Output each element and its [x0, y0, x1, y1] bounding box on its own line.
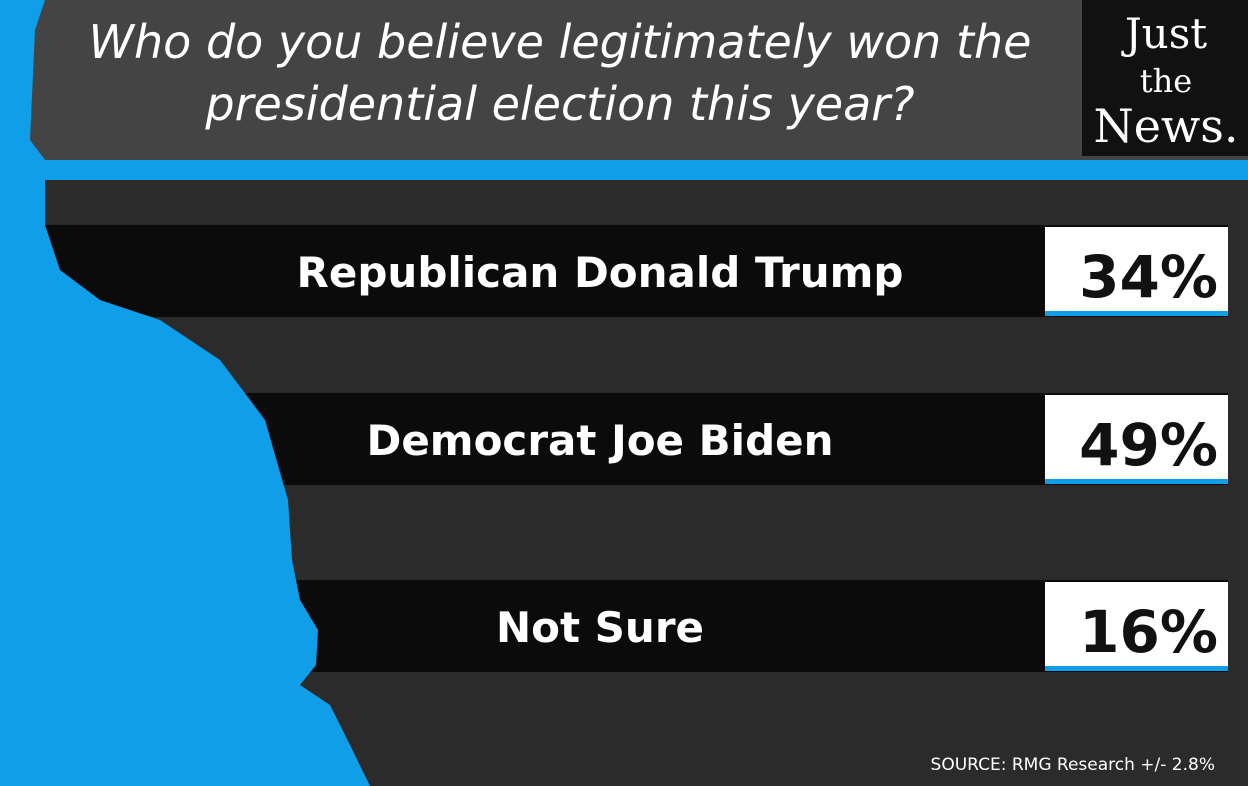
header-band: [0, 0, 1248, 160]
row-label: Not Sure: [496, 603, 704, 652]
row-value: 49%: [1079, 411, 1218, 479]
rows: Republican Donald Trump 34% Democrat Joe B…: [45, 225, 1228, 672]
value-box: [1045, 395, 1228, 483]
row-bar: [45, 225, 1228, 317]
logo-line: the: [1140, 62, 1192, 100]
logo-line: Just: [1121, 9, 1207, 58]
logo-box: [1082, 0, 1248, 156]
blue-strip: [0, 160, 1248, 180]
value-underline: [1045, 479, 1228, 484]
title-line: presidential election this year?: [204, 77, 914, 131]
row-value: 34%: [1079, 243, 1218, 311]
row-label: Democrat Joe Biden: [366, 416, 833, 465]
title: Who do you believe legitimately won the p…: [89, 15, 1032, 131]
capitol-silhouette: [0, 0, 370, 786]
value-underline: [1045, 666, 1228, 671]
value-box: [1045, 227, 1228, 315]
logo-line: News.: [1093, 99, 1238, 153]
title-line: Who do you believe legitimately won the: [89, 15, 1032, 69]
value-underline: [1045, 311, 1228, 316]
source-note: SOURCE: RMG Research +/- 2.8%: [931, 755, 1215, 775]
row-value: 16%: [1079, 598, 1218, 666]
value-box: [1045, 582, 1228, 670]
row-label: Republican Donald Trump: [297, 248, 904, 297]
